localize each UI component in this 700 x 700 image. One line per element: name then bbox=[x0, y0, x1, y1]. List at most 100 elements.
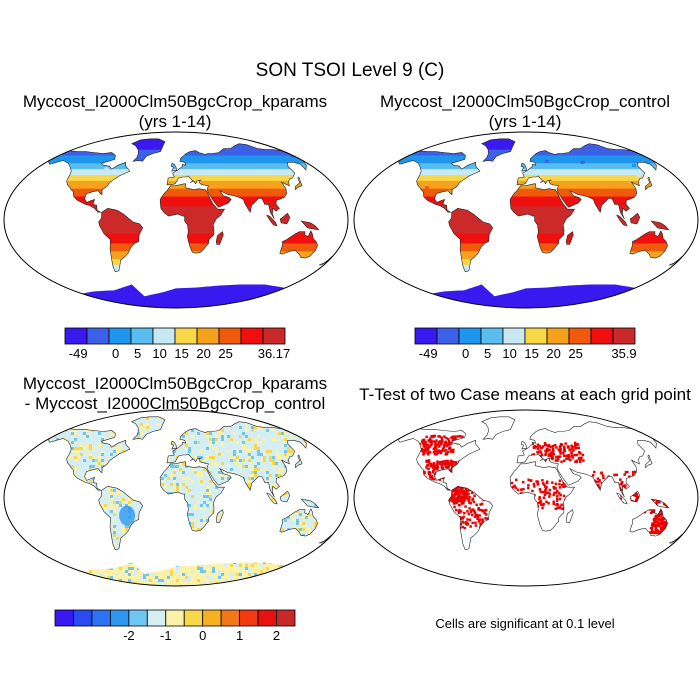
difference-cell bbox=[293, 408, 296, 411]
panel-title-ttest: T-Test of two Case means at each grid po… bbox=[350, 385, 700, 405]
difference-cell bbox=[23, 450, 26, 453]
difference-cell bbox=[23, 429, 26, 432]
panel-title-line: Myccost_I2000Clm50BgcCrop_control bbox=[350, 92, 700, 112]
difference-cell bbox=[317, 435, 320, 438]
difference-cell bbox=[116, 408, 119, 411]
difference-cell bbox=[98, 459, 101, 462]
difference-cell bbox=[14, 429, 17, 432]
difference-cell bbox=[290, 420, 293, 423]
difference-cell bbox=[338, 420, 341, 423]
difference-cell bbox=[83, 441, 86, 444]
difference-cell bbox=[329, 420, 332, 423]
difference-cell bbox=[41, 411, 44, 414]
difference-cell bbox=[98, 444, 101, 447]
temperature-cell bbox=[322, 169, 326, 172]
difference-cell bbox=[44, 420, 47, 423]
difference-cell bbox=[332, 426, 335, 429]
difference-cell bbox=[20, 426, 23, 429]
difference-cell bbox=[302, 432, 305, 435]
difference-cell bbox=[329, 435, 332, 438]
difference-cell bbox=[44, 408, 47, 411]
difference-cell bbox=[344, 432, 347, 435]
difference-cell bbox=[83, 456, 86, 459]
difference-cell bbox=[104, 408, 107, 411]
difference-cell bbox=[326, 450, 329, 453]
difference-cell bbox=[77, 420, 80, 423]
difference-cell bbox=[50, 417, 53, 420]
difference-cell bbox=[347, 438, 350, 441]
difference-cell bbox=[320, 426, 323, 429]
difference-cell bbox=[245, 414, 248, 417]
difference-cell bbox=[98, 432, 101, 435]
difference-cell bbox=[335, 426, 338, 429]
difference-cell bbox=[86, 408, 89, 411]
difference-cell bbox=[89, 453, 92, 456]
difference-cell bbox=[86, 411, 89, 414]
difference-cell bbox=[80, 447, 83, 450]
difference-cell bbox=[80, 420, 83, 423]
temperature-cell bbox=[161, 202, 165, 205]
difference-cell bbox=[101, 432, 104, 435]
difference-cell bbox=[77, 456, 80, 459]
temperature-cell bbox=[104, 167, 108, 170]
difference-cell bbox=[5, 429, 8, 432]
difference-cell bbox=[332, 417, 335, 420]
difference-cell bbox=[239, 411, 242, 414]
difference-cell bbox=[341, 432, 344, 435]
difference-cell bbox=[2, 426, 5, 429]
difference-cell bbox=[11, 459, 14, 462]
difference-cell bbox=[272, 420, 275, 423]
difference-cell bbox=[32, 414, 35, 417]
temperature-cell bbox=[601, 190, 605, 193]
difference-cell bbox=[251, 411, 254, 414]
difference-cell bbox=[80, 408, 83, 411]
difference-cell bbox=[65, 423, 68, 426]
difference-cell bbox=[296, 423, 299, 426]
difference-cell bbox=[8, 450, 11, 453]
difference-cell bbox=[11, 408, 14, 411]
difference-cell bbox=[92, 447, 95, 450]
panel-title-line: (yrs 1-14) bbox=[350, 112, 700, 132]
difference-cell bbox=[35, 429, 38, 432]
difference-cell bbox=[11, 453, 14, 456]
difference-cell bbox=[326, 432, 329, 435]
difference-cell bbox=[65, 426, 68, 429]
difference-cell bbox=[305, 423, 308, 426]
difference-cell bbox=[50, 411, 53, 414]
difference-cell bbox=[317, 426, 320, 429]
difference-cell bbox=[308, 423, 311, 426]
difference-cell bbox=[35, 408, 38, 411]
difference-cell bbox=[20, 435, 23, 438]
difference-cell bbox=[23, 420, 26, 423]
temperature-cell bbox=[319, 272, 323, 275]
difference-cell bbox=[338, 438, 341, 441]
difference-cell bbox=[335, 447, 338, 450]
difference-cell bbox=[305, 417, 308, 420]
difference-cell bbox=[299, 429, 302, 432]
difference-cell bbox=[296, 414, 299, 417]
difference-cell bbox=[347, 468, 350, 471]
difference-cell bbox=[341, 438, 344, 441]
difference-cell bbox=[338, 450, 341, 453]
difference-cell bbox=[71, 435, 74, 438]
temperature-cell bbox=[660, 276, 664, 279]
difference-cell bbox=[56, 420, 59, 423]
difference-cell bbox=[2, 417, 5, 420]
difference-cell bbox=[347, 423, 350, 426]
difference-cell bbox=[41, 414, 44, 417]
temperature-cell bbox=[545, 160, 549, 163]
difference-cell bbox=[344, 441, 347, 444]
difference-cell bbox=[74, 420, 77, 423]
figure-title: SON TSOI Level 9 (C) bbox=[0, 60, 700, 82]
difference-cell bbox=[47, 423, 50, 426]
difference-cell bbox=[77, 411, 80, 414]
difference-cell bbox=[302, 420, 305, 423]
difference-cell bbox=[32, 444, 35, 447]
difference-cell bbox=[11, 456, 14, 459]
difference-cell bbox=[245, 408, 248, 411]
temperature-cell bbox=[425, 186, 429, 189]
difference-cell bbox=[95, 456, 98, 459]
difference-cell bbox=[101, 450, 104, 453]
difference-cell bbox=[32, 417, 35, 420]
difference-cell bbox=[11, 414, 14, 417]
